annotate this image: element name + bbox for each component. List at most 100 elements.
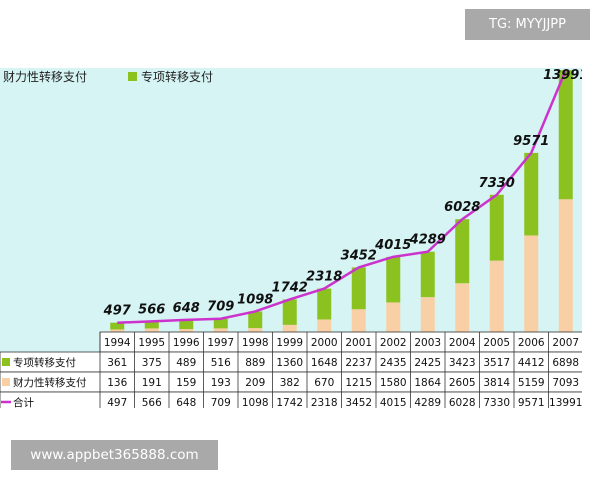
year-label-2000: 2000 [311,337,338,349]
bar-special-1998 [248,311,263,329]
bar-special-1996 [179,319,194,330]
table-cell: 566 [142,397,162,408]
bar-general-1996 [179,329,194,332]
data-table: 1994 1995 1996 1997 1998 1999 2000 2001 2002 2003… [0,331,582,408]
tg-watermark-badge: TG: MYYJJPP [465,9,590,40]
bar-special-1999 [282,299,297,325]
table-cell: 516 [211,357,231,369]
bar-general-2007 [558,199,573,332]
table-cell: 2318 [311,397,338,408]
total-label-1997: 709 [207,300,234,315]
year-label-2002: 2002 [380,337,407,349]
year-label-2001: 2001 [345,337,372,349]
table-cell: 7093 [552,377,579,389]
bar-general-2004 [455,283,470,332]
year-label-2007: 2007 [552,337,579,349]
total-label-2000: 2318 [306,270,342,285]
row-swatch-0 [2,358,10,366]
total-label-2004: 6028 [444,200,480,215]
table-cell: 648 [176,397,196,408]
year-label-2004: 2004 [449,337,476,349]
total-label-1994: 497 [103,304,132,319]
table-cell: 159 [176,377,196,389]
bar-special-1997 [213,318,228,329]
bar-general-2000 [317,319,332,332]
table-cell: 9571 [518,397,545,408]
table-cell: 193 [211,377,231,389]
legend-label-general: 财力性转移支付 [3,69,87,84]
total-line [117,69,567,324]
table-cell: 3517 [483,357,510,369]
year-label-1997: 1997 [207,337,234,349]
bar-general-1998 [248,328,263,332]
table-cell: 4412 [518,357,545,369]
table-cell: 3452 [345,397,372,408]
bar-special-2002 [386,256,401,303]
table-cell: 382 [280,377,300,389]
table-cell: 2237 [345,357,372,369]
table-cell: 489 [176,357,196,369]
table-cell: 1580 [380,377,407,389]
total-label-1999: 1742 [272,280,308,295]
table-cell: 209 [245,377,265,389]
bar-general-1999 [282,324,297,332]
bar-special-2007 [558,70,573,200]
table-cell: 5159 [518,377,545,389]
table-cell: 1098 [242,397,269,408]
table-cell: 1360 [276,357,303,369]
total-label-1995: 566 [138,302,165,317]
bar-special-2000 [317,288,332,320]
bar-general-1997 [213,328,228,332]
year-label-1994: 1994 [104,337,131,349]
legend-swatch-special [128,72,137,81]
table-cell: 2605 [449,377,476,389]
table-cell: 7330 [483,397,510,408]
year-label-2006: 2006 [518,337,545,349]
bar-general-2003 [420,297,435,332]
total-label-2001: 3452 [341,248,377,263]
row-swatch-1 [2,378,10,386]
row-label-1: 财力性转移支付 [13,376,87,389]
chart-area: 财力性转移支付 专项转移支付 497 566 648 709 1098 1742 2318 345… [0,68,582,408]
table-cell: 4015 [380,397,407,408]
table-cell: 2425 [414,357,441,369]
year-label-1998: 1998 [242,337,269,349]
year-label-2005: 2005 [483,337,510,349]
bar-special-2004 [455,219,470,284]
table-cell: 709 [211,397,231,408]
table-cell: 1215 [345,377,372,389]
total-label-1996: 648 [173,301,200,316]
table-cell: 2435 [380,357,407,369]
table-cell: 1648 [311,357,338,369]
table-cell: 136 [107,377,127,389]
bar-general-1994 [110,329,125,332]
bar-general-1995 [144,328,159,332]
bar-general-2006 [524,235,539,332]
year-label-1996: 1996 [173,337,200,349]
row-label-2: 合计 [13,396,34,408]
total-label-2005: 7330 [479,176,515,191]
table-row [0,391,582,408]
table-cell: 191 [142,377,162,389]
bar-special-2006 [524,152,539,236]
bar-general-2005 [489,260,504,332]
total-label-2006: 9571 [513,134,549,149]
total-label-1998: 1098 [237,292,273,307]
total-label-2002: 4015 [374,238,411,253]
bar-general-2001 [351,309,366,332]
legend-label-special: 专项转移支付 [141,69,213,84]
table-cell: 3814 [483,377,510,389]
table-cell: 13991 [549,397,582,408]
table-cell: 6898 [552,357,579,369]
table-cell: 361 [107,357,127,369]
table-cell: 497 [107,397,127,408]
total-label-2003: 4289 [409,233,446,248]
bar-special-2003 [420,251,435,298]
bar-special-2001 [351,267,366,310]
table-cell: 3423 [449,357,476,369]
table-cell: 670 [314,377,334,389]
year-label-1995: 1995 [138,337,165,349]
table-cell: 6028 [449,397,476,408]
url-watermark-badge: www.appbet365888.com [11,440,218,470]
